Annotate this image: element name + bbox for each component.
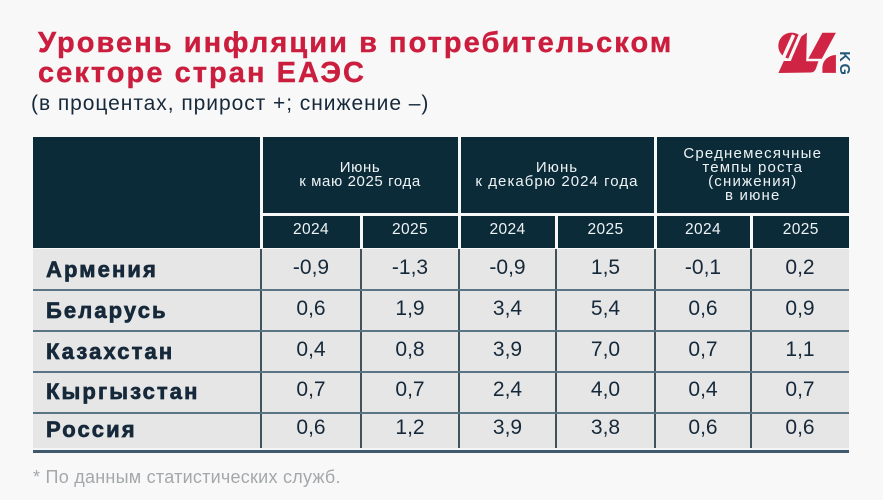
svg-text:KG: KG: [836, 51, 852, 76]
